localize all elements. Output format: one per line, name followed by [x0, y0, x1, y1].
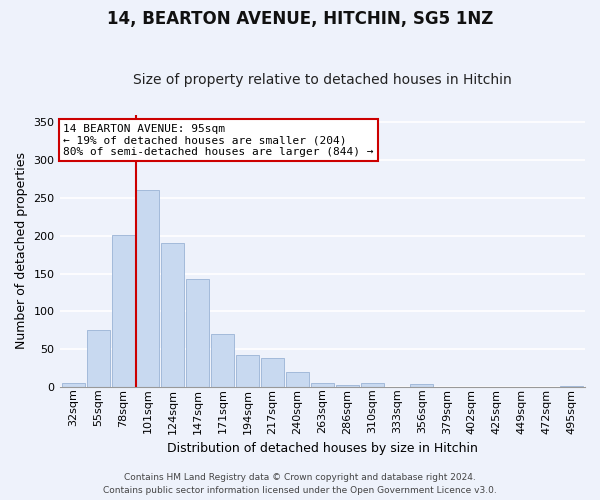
- Bar: [336, 385, 359, 387]
- Bar: [361, 382, 383, 387]
- Bar: [161, 242, 184, 387]
- Bar: [236, 354, 259, 387]
- Title: Size of property relative to detached houses in Hitchin: Size of property relative to detached ho…: [133, 73, 512, 87]
- Bar: [211, 334, 234, 387]
- Bar: [112, 235, 134, 387]
- Text: Contains HM Land Registry data © Crown copyright and database right 2024.
Contai: Contains HM Land Registry data © Crown c…: [103, 473, 497, 495]
- Bar: [86, 330, 110, 387]
- Bar: [311, 384, 334, 387]
- Bar: [186, 279, 209, 387]
- Y-axis label: Number of detached properties: Number of detached properties: [15, 152, 28, 350]
- Bar: [286, 372, 309, 387]
- X-axis label: Distribution of detached houses by size in Hitchin: Distribution of detached houses by size …: [167, 442, 478, 455]
- Text: 14, BEARTON AVENUE, HITCHIN, SG5 1NZ: 14, BEARTON AVENUE, HITCHIN, SG5 1NZ: [107, 10, 493, 28]
- Bar: [136, 190, 160, 387]
- Bar: [261, 358, 284, 387]
- Bar: [560, 386, 583, 387]
- Text: 14 BEARTON AVENUE: 95sqm
← 19% of detached houses are smaller (204)
80% of semi-: 14 BEARTON AVENUE: 95sqm ← 19% of detach…: [63, 124, 374, 157]
- Bar: [62, 384, 85, 387]
- Bar: [410, 384, 433, 387]
